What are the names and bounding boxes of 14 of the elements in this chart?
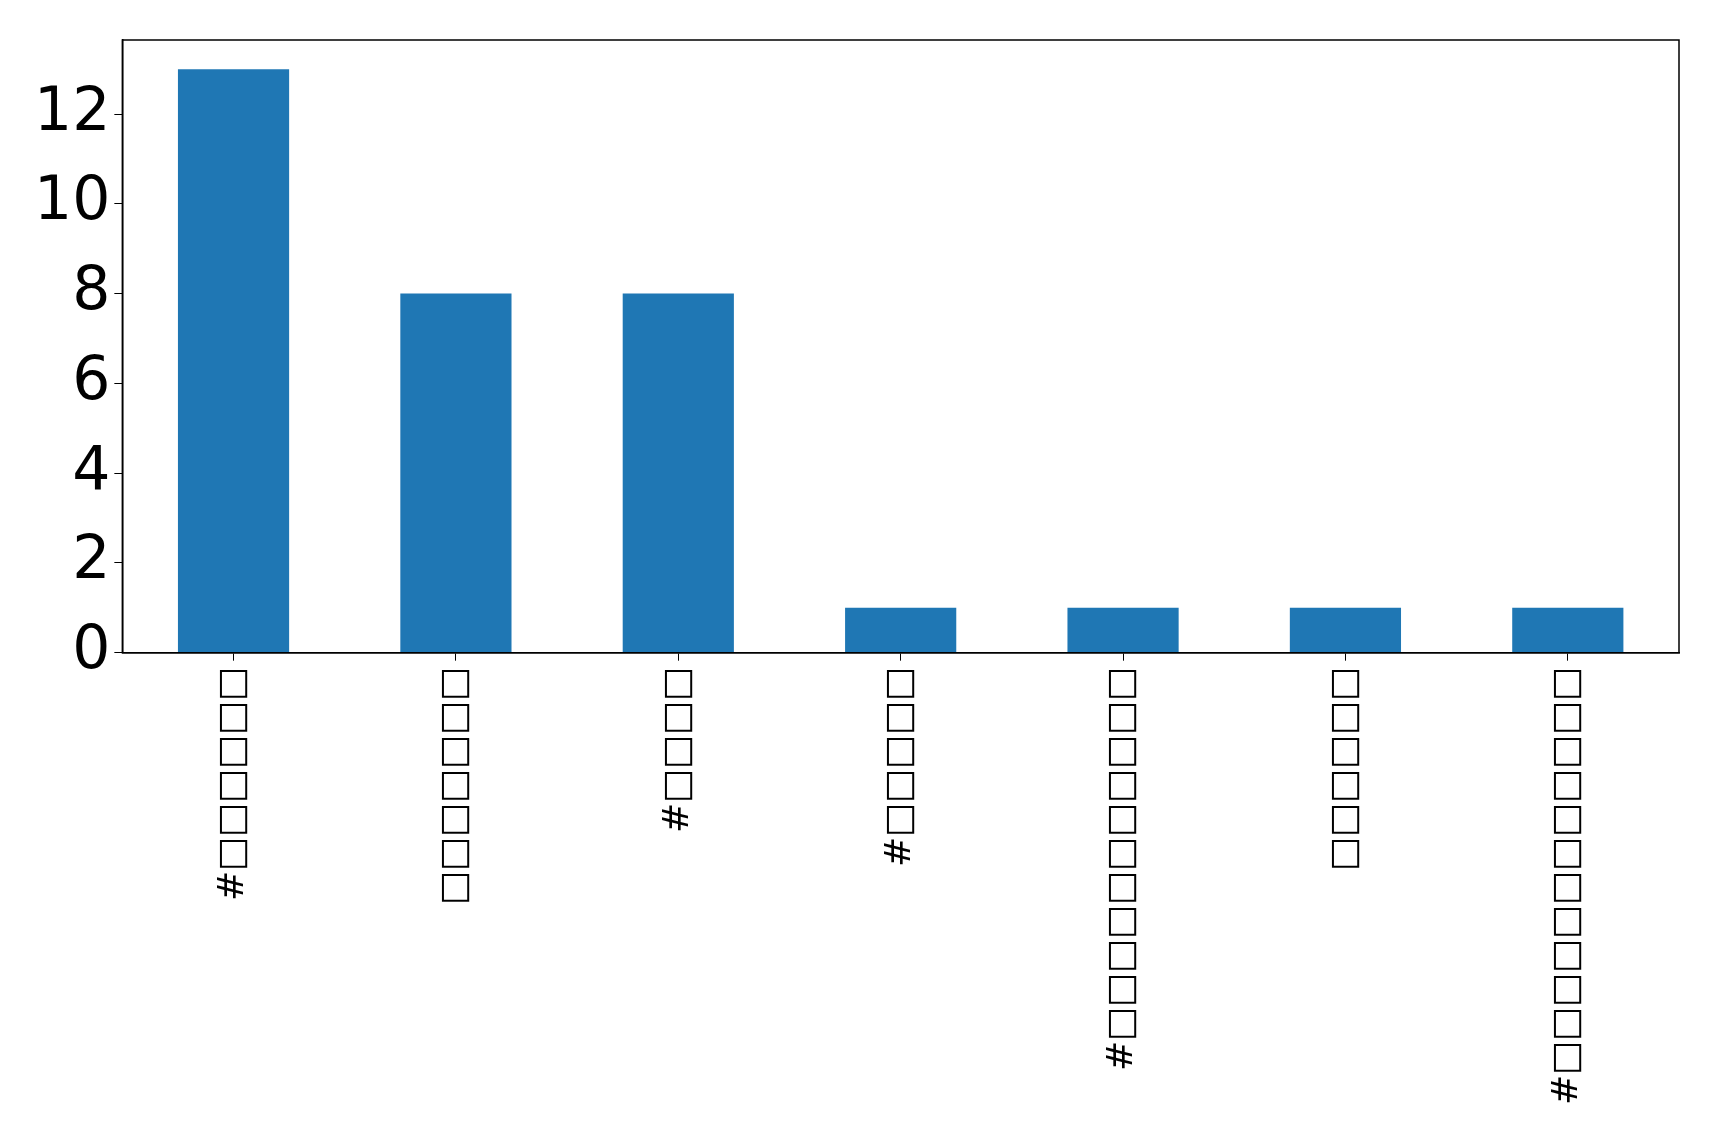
y-tick-label: 8 bbox=[72, 253, 111, 324]
x-tick-label: □□□□□□ bbox=[1321, 666, 1363, 871]
x-tick-label: □□□□□□□ bbox=[432, 666, 474, 905]
x-tick-label: #□□□□ bbox=[654, 666, 696, 833]
y-tick-label: 6 bbox=[72, 342, 111, 413]
x-tick-label: #□□□□□□ bbox=[209, 666, 251, 901]
y-tick-label: 0 bbox=[72, 612, 111, 683]
x-tick-label: #□□□□□□□□□□□□ bbox=[1544, 666, 1586, 1105]
y-tick-label: 2 bbox=[72, 522, 111, 593]
x-tick-label: #□□□□□ bbox=[877, 666, 919, 867]
y-tick-label: 10 bbox=[33, 163, 111, 234]
y-tick-label: 12 bbox=[33, 73, 111, 144]
x-tick-label: #□□□□□□□□□□□ bbox=[1099, 666, 1141, 1071]
y-tick-label: 4 bbox=[72, 432, 111, 503]
